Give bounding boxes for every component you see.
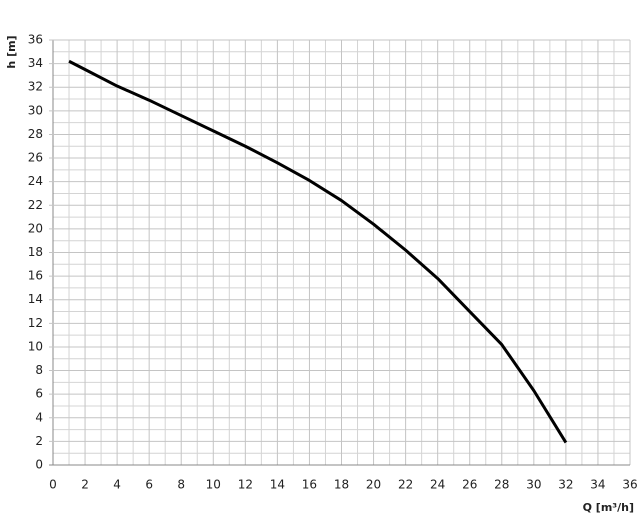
x-tick-label: 30 (526, 478, 541, 492)
y-tick-label: 8 (35, 363, 43, 377)
x-tick-label: 32 (558, 478, 573, 492)
x-tick-label: 14 (270, 478, 285, 492)
x-tick-label: 34 (590, 478, 605, 492)
y-tick-label: 20 (28, 221, 43, 235)
y-tick-label: 36 (28, 33, 43, 47)
x-tick-label: 8 (177, 478, 185, 492)
y-tick-label: 24 (28, 174, 43, 188)
curve (68, 59, 568, 444)
x-tick-label: 20 (366, 478, 381, 492)
x-tick-label: 16 (302, 478, 317, 492)
x-tick-label: 18 (334, 478, 349, 492)
x-tick-label: 28 (494, 478, 509, 492)
x-tick-label: 2 (81, 478, 89, 492)
y-tick-label: 34 (28, 56, 43, 70)
x-axis-title: Q [m³/h] (583, 501, 634, 514)
x-tick-label: 24 (430, 478, 445, 492)
y-tick-label: 28 (28, 127, 43, 141)
x-tick-label: 22 (398, 478, 413, 492)
y-tick-label: 14 (28, 292, 43, 306)
y-tick-label: 6 (35, 387, 43, 401)
y-tick-label: 18 (28, 245, 43, 259)
x-tick-label: 36 (622, 478, 637, 492)
y-tick-label: 10 (28, 339, 43, 353)
y-tick-label: 12 (28, 316, 43, 330)
x-tick-label: 0 (49, 478, 57, 492)
x-tick-label: 4 (113, 478, 121, 492)
y-tick-label: 0 (35, 458, 43, 472)
x-tick-label: 10 (206, 478, 221, 492)
y-tick-label: 4 (35, 410, 43, 424)
y-tick-label: 26 (28, 151, 43, 165)
y-tick-label: 2 (35, 434, 43, 448)
y-tick-label: 30 (28, 103, 43, 117)
y-tick-label: 16 (28, 269, 43, 283)
x-tick-label: 6 (145, 478, 153, 492)
x-tick-label: 12 (238, 478, 253, 492)
x-tick-label: 26 (462, 478, 477, 492)
y-tick-label: 32 (28, 80, 43, 94)
y-tick-label: 22 (28, 198, 43, 212)
y-axis-title: h [m] (5, 35, 18, 68)
